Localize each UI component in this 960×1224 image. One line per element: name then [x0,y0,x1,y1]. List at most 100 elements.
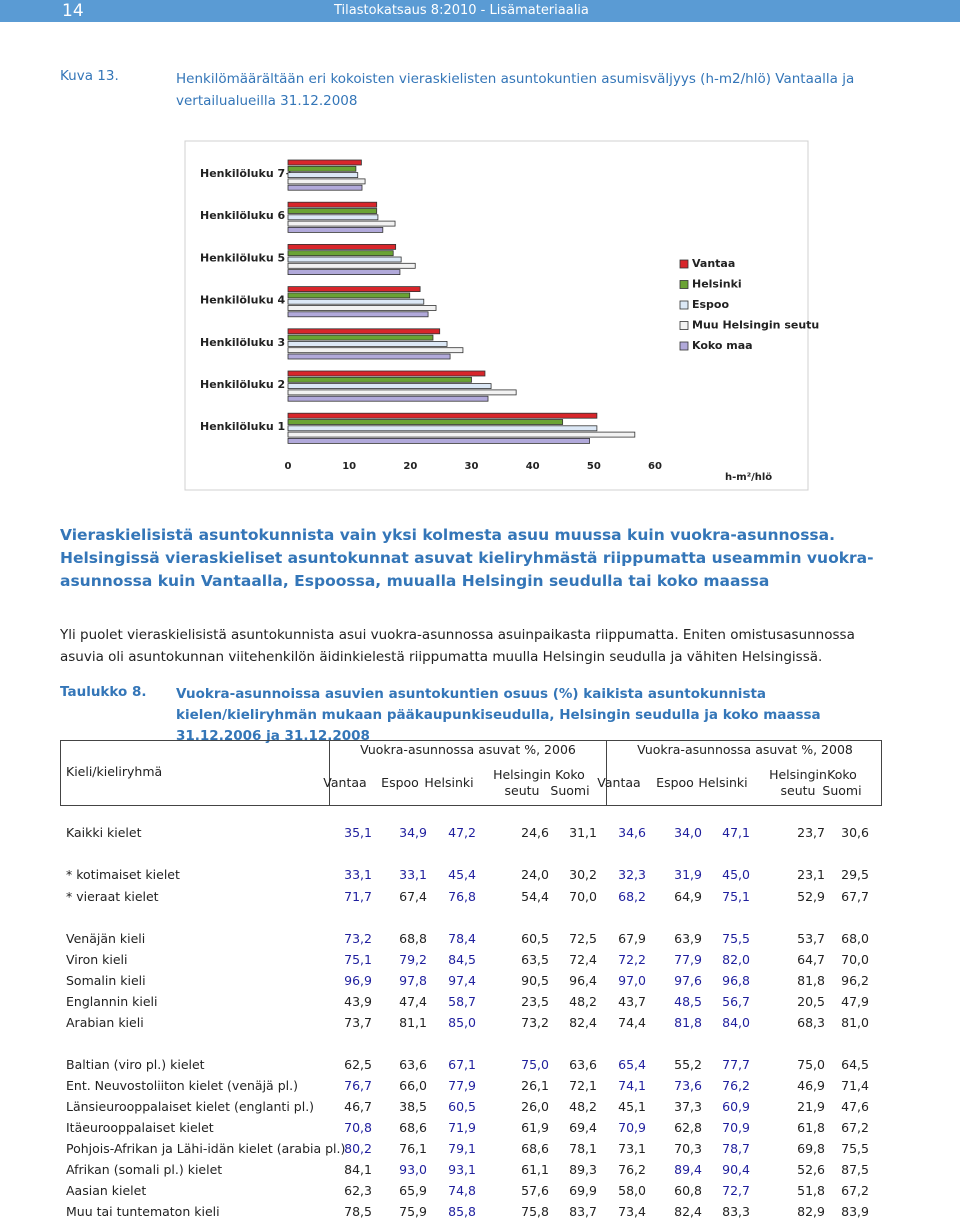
table-cell: 58,7 [448,994,476,1009]
table-cell: 33,1 [399,867,427,882]
table-cell: 74,1 [618,1078,646,1093]
table-cell: 83,7 [569,1204,597,1219]
bar [287,256,402,263]
legend-label: Muu Helsingin seutu [692,319,819,332]
row-label: Englannin kieli [66,994,158,1009]
bar [287,328,441,335]
table-cell: 82,4 [674,1204,702,1219]
table-cell: 61,1 [521,1162,549,1177]
table-cell: 73,4 [618,1204,646,1219]
table-cell: 62,3 [344,1183,372,1198]
table-cell: 60,5 [448,1099,476,1114]
bar [287,201,378,208]
paragraph: Yli puolet vieraskielisistä asuntokunnis… [60,627,855,665]
table-cell: 33,1 [344,867,372,882]
table-cell: 97,8 [399,973,427,988]
table-cell: 75,1 [722,889,750,904]
table-cell: 77,9 [674,952,702,967]
table-cell: 53,7 [797,931,825,946]
table-cell: 76,7 [344,1078,372,1093]
table-cell: 73,7 [344,1015,372,1030]
bar [287,412,598,419]
table-cell: 55,2 [674,1057,702,1072]
table-cell: 90,5 [521,973,549,988]
table-cell: 34,6 [618,825,646,840]
table-cell: 72,1 [569,1078,597,1093]
bar [287,172,359,179]
table-cell: 47,2 [448,825,476,840]
table-cell: 75,5 [841,1141,869,1156]
x-tick-label: 0 [285,461,292,472]
table-cell: 85,0 [448,1015,476,1030]
table-cell: 67,7 [841,889,869,904]
table-cell: 78,5 [344,1204,372,1219]
table-cell: 87,5 [841,1162,869,1177]
table-cell: 58,0 [618,1183,646,1198]
row-label: * vieraat kielet [66,889,159,904]
table-cell: 64,7 [797,952,825,967]
table-cell: 63,5 [521,952,549,967]
column-header: Helsinki [698,775,748,790]
table-cell: 68,6 [521,1141,549,1156]
table-cell: 32,3 [618,867,646,882]
header-bar: 14 Tilastokatsaus 8:2010 - Lisämateriaal… [0,0,960,22]
table-cell: 67,2 [841,1183,869,1198]
row-label: Afrikan (somali pl.) kielet [66,1162,223,1177]
table-cell: 76,2 [618,1162,646,1177]
bar [287,208,378,214]
row-header: Kieli/kieliryhmä [66,764,163,779]
table-cell: 60,5 [521,931,549,946]
table-cell: 82,4 [569,1015,597,1030]
table-cell: 93,1 [448,1162,476,1177]
table-cell: 80,2 [344,1141,372,1156]
table-cell: 70,3 [674,1141,702,1156]
row-label: Aasian kielet [66,1183,147,1198]
table-cell: 64,9 [674,889,702,904]
table-cell: 96,8 [722,973,750,988]
legend-label: Helsinki [692,278,742,291]
table-cell: 45,4 [448,867,476,882]
table-cell: 35,1 [344,825,372,840]
table-cell: 97,6 [674,973,702,988]
table-cell: 70,9 [618,1120,646,1135]
table-cell: 75,5 [722,931,750,946]
table-cell: 81,8 [797,973,825,988]
table-cell: 56,7 [722,994,750,1009]
legend-swatch [679,300,689,310]
table-cell: 78,4 [448,931,476,946]
table-cell: 47,6 [841,1099,869,1114]
table-cell: 75,0 [521,1057,549,1072]
table-cell: 72,7 [722,1183,750,1198]
table-cell: 26,0 [521,1099,549,1114]
table-cell: 81,0 [841,1015,869,1030]
table-cell: 82,0 [722,952,750,967]
column-header: Koko Suomi [550,767,590,798]
table-cell: 70,9 [722,1120,750,1135]
table-cell: 43,7 [618,994,646,1009]
x-tick-label: 40 [526,461,540,472]
bar [287,292,411,299]
table-cell: 46,9 [797,1078,825,1093]
row-label: * kotimaiset kielet [66,867,180,882]
table-cell: 48,2 [569,994,597,1009]
bar [287,395,489,402]
table-cell: 30,6 [841,825,869,840]
bar [287,376,472,383]
bar [287,383,492,390]
table-cell: 47,9 [841,994,869,1009]
table-cell: 52,9 [797,889,825,904]
column-header: Vantaa [597,775,641,790]
table-cell: 84,5 [448,952,476,967]
table-cell: 69,9 [569,1183,597,1198]
column-header: Helsingin seutu [493,767,551,798]
table-cell: 96,4 [569,973,597,988]
bar [287,269,401,276]
table-cell: 26,1 [521,1078,549,1093]
y-tick-label: Henkilöluku 6 [200,209,285,222]
bar [287,347,464,354]
y-tick-label: Henkilöluku 7+ [200,167,294,180]
table-cell: 89,3 [569,1162,597,1177]
table-cell: 68,0 [841,931,869,946]
table-cell: 73,6 [674,1078,702,1093]
